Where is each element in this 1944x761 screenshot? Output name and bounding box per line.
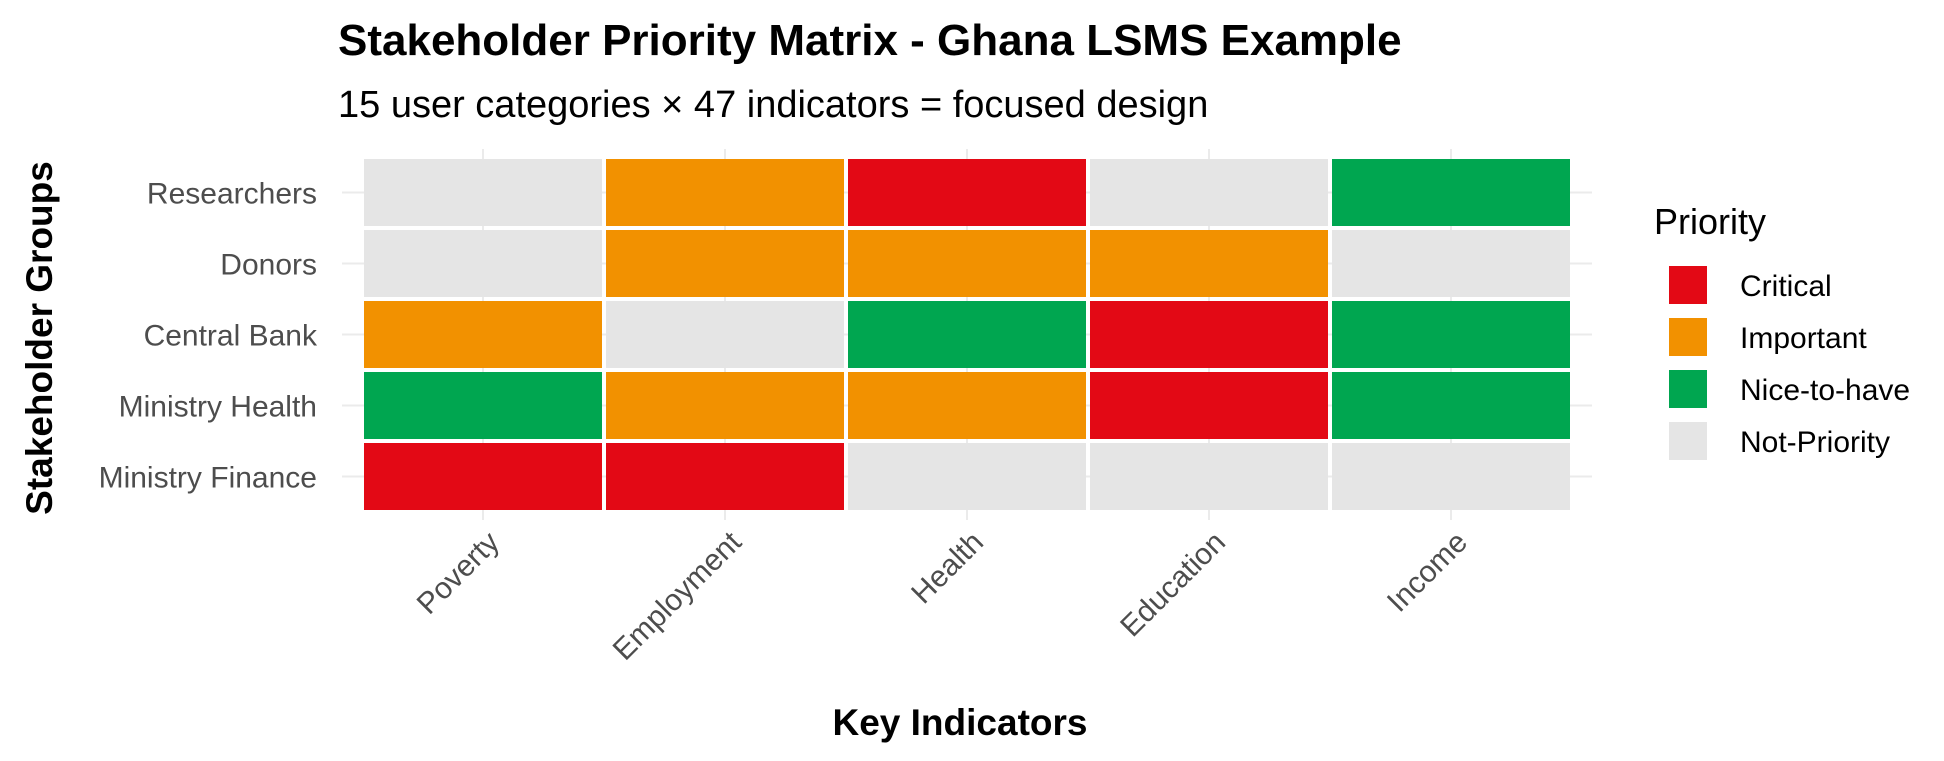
heatmap-cell (1090, 372, 1328, 439)
heatmap-cell (848, 443, 1086, 510)
legend-swatch (1669, 266, 1707, 304)
legend-swatch (1669, 422, 1707, 460)
heatmap-cell (848, 301, 1086, 368)
heatmap-cell (364, 230, 602, 297)
chart-title: Stakeholder Priority Matrix - Ghana LSMS… (338, 16, 1402, 65)
heatmap-cell (848, 159, 1086, 226)
heatmap-cell (1090, 443, 1328, 510)
heatmap-cell (848, 230, 1086, 297)
heatmap-cell (1332, 230, 1570, 297)
x-tick-label: Poverty (411, 526, 506, 621)
y-tick-label: Ministry Finance (99, 462, 317, 495)
heatmap-cell (606, 372, 844, 439)
heatmap-cell (1090, 159, 1328, 226)
heatmap-cell (606, 230, 844, 297)
heatmap-cell (364, 443, 602, 510)
y-tick-label: Researchers (147, 178, 317, 211)
legend-swatch (1669, 370, 1707, 408)
heatmap-cell (1332, 159, 1570, 226)
legend-title: Priority (1654, 201, 1766, 242)
x-tick-label: Income (1381, 526, 1474, 619)
y-axis-title: Stakeholder Groups (19, 161, 60, 515)
heatmap-cell (606, 159, 844, 226)
heatmap-cell (1332, 372, 1570, 439)
legend-label: Critical (1740, 270, 1832, 303)
heatmap-cell (1332, 301, 1570, 368)
x-tick-label: Health (905, 526, 990, 611)
y-tick-label: Donors (220, 249, 317, 282)
chart-subtitle: 15 user categories × 47 indicators = foc… (338, 84, 1208, 126)
x-tick-label: Employment (607, 525, 749, 667)
legend-label: Important (1740, 322, 1867, 355)
x-axis-title: Key Indicators (833, 702, 1088, 743)
legend: Priority Critical Important Nice-to-have No… (1654, 201, 1910, 460)
heatmap-cell (606, 301, 844, 368)
heatmap-cell (364, 301, 602, 368)
x-tick-label: Education (1114, 526, 1232, 644)
heatmap-cell (364, 372, 602, 439)
heatmap-cell (364, 159, 602, 226)
heatmap-cell (848, 372, 1086, 439)
legend-swatch (1669, 318, 1707, 356)
y-tick-label: Ministry Health (119, 391, 317, 424)
y-axis-ticks: Researchers Donors Central Bank Ministry He… (99, 178, 318, 495)
x-axis-ticks: Poverty Employment Health Education Income (411, 525, 1474, 667)
heatmap-cell (1090, 230, 1328, 297)
legend-label: Not-Priority (1740, 426, 1890, 459)
heatmap-cell (1090, 301, 1328, 368)
heatmap-cells (364, 159, 1570, 510)
legend-items: Critical Important Nice-to-have Not-Priorit… (1669, 266, 1910, 460)
y-tick-label: Central Bank (144, 320, 318, 353)
heatmap-cell (1332, 443, 1570, 510)
heatmap-cell (606, 443, 844, 510)
legend-label: Nice-to-have (1740, 374, 1910, 407)
